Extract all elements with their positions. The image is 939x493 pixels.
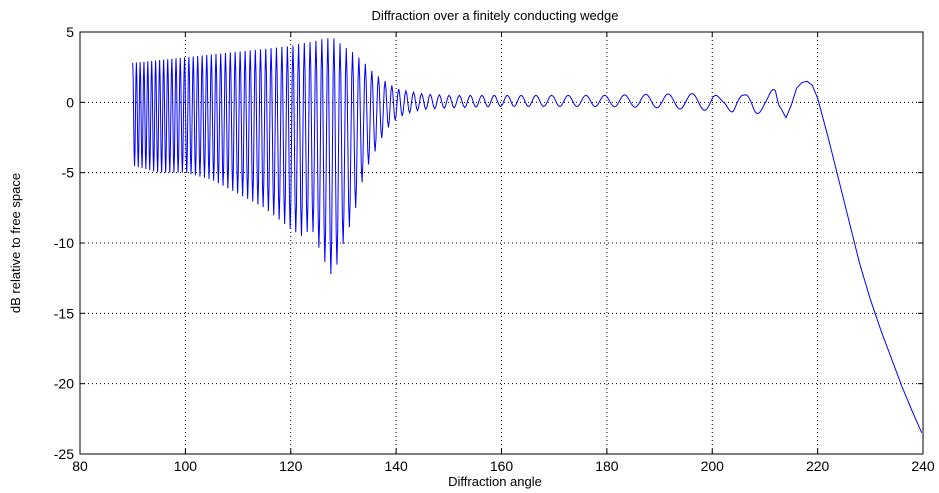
x-tick-label: 80 — [72, 458, 88, 474]
y-tick-label: 0 — [66, 94, 74, 110]
y-tick-label: -25 — [54, 446, 74, 462]
x-tick-label: 120 — [279, 458, 303, 474]
x-tick-label: 160 — [490, 458, 514, 474]
y-tick-label: -5 — [62, 165, 75, 181]
chart-title: Diffraction over a finitely conducting w… — [372, 8, 619, 23]
y-tick-label: -15 — [54, 305, 74, 321]
x-tick-label: 180 — [595, 458, 619, 474]
y-tick-label: -10 — [54, 235, 74, 251]
x-tick-label: 240 — [911, 458, 935, 474]
x-axis-label: Diffraction angle — [448, 474, 542, 489]
x-tick-label: 140 — [384, 458, 408, 474]
x-tick-label: 200 — [701, 458, 725, 474]
x-tick-label: 220 — [806, 458, 830, 474]
x-tick-label: 100 — [174, 458, 198, 474]
y-tick-label: -20 — [54, 376, 74, 392]
y-axis-label: dB relative to free space — [8, 173, 23, 313]
y-tick-label: 5 — [66, 24, 74, 40]
